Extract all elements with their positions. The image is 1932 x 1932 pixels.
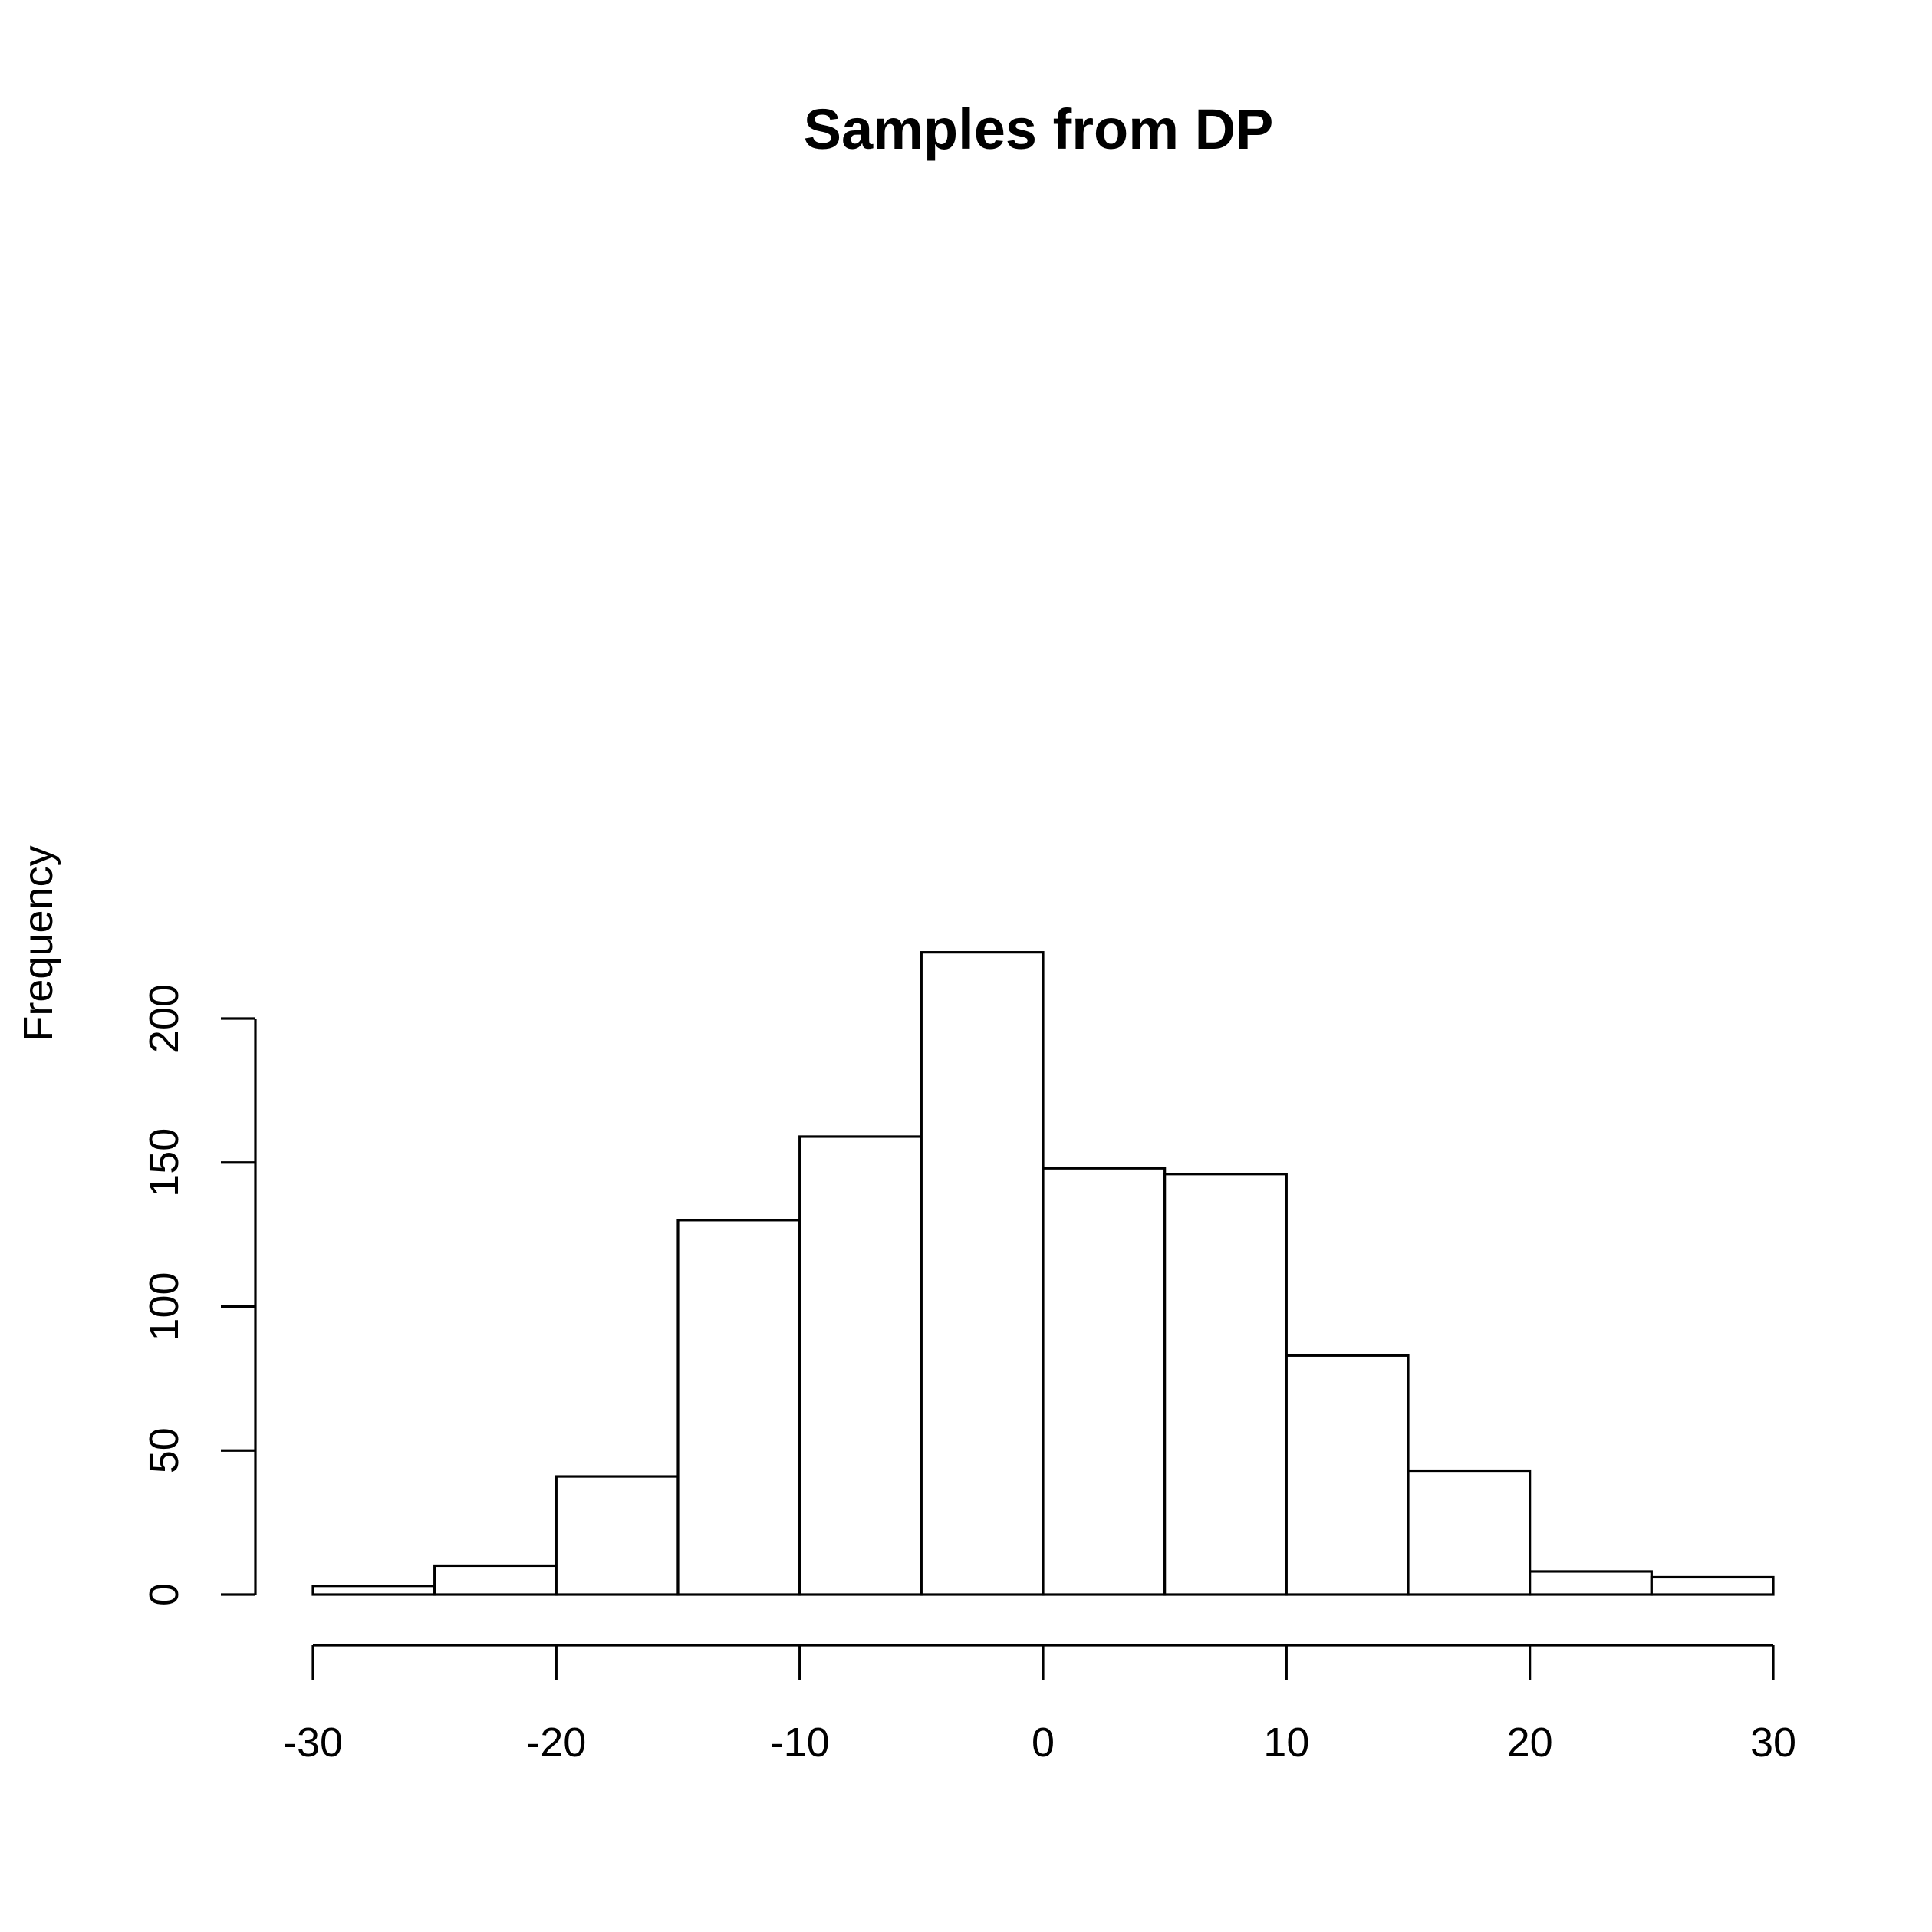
x-tick-label: 0 bbox=[1032, 1720, 1055, 1766]
histogram-bar-0 bbox=[311, 1585, 436, 1596]
x-axis: -30 -20 -10 0 10 20 30 bbox=[283, 1644, 1796, 1766]
y-tick-label: 50 bbox=[141, 1427, 187, 1473]
chart-title: Samples from DP bbox=[804, 97, 1274, 161]
histogram-bar-1 bbox=[433, 1564, 558, 1596]
x-tick-label: 10 bbox=[1263, 1720, 1309, 1766]
y-tick-label: 150 bbox=[141, 1128, 187, 1197]
y-axis: 0 50 100 150 200 bbox=[141, 984, 257, 1606]
histogram-bar-4 bbox=[798, 1135, 923, 1596]
histogram-bar-5 bbox=[920, 951, 1045, 1596]
x-tick-label: -10 bbox=[770, 1720, 830, 1766]
histogram-bar-3 bbox=[676, 1219, 801, 1596]
histogram-bars bbox=[311, 951, 1775, 1596]
histogram-bar-11 bbox=[1650, 1575, 1775, 1596]
x-tick-label: 30 bbox=[1750, 1720, 1796, 1766]
histogram-bar-2 bbox=[555, 1475, 680, 1596]
x-tick-label: 20 bbox=[1507, 1720, 1553, 1766]
x-tick-label: -30 bbox=[283, 1720, 343, 1766]
histogram-bar-6 bbox=[1042, 1167, 1167, 1596]
histogram-bar-7 bbox=[1163, 1173, 1288, 1596]
y-tick-label: 200 bbox=[141, 984, 187, 1053]
histogram-bar-9 bbox=[1407, 1469, 1532, 1596]
histogram-bar-8 bbox=[1285, 1354, 1410, 1596]
y-tick-label: 0 bbox=[141, 1583, 187, 1606]
x-tick-label: -20 bbox=[526, 1720, 586, 1766]
y-tick-label: 100 bbox=[141, 1272, 187, 1341]
y-axis-title: Frequency bbox=[15, 845, 61, 1041]
histogram-bar-10 bbox=[1529, 1570, 1653, 1596]
